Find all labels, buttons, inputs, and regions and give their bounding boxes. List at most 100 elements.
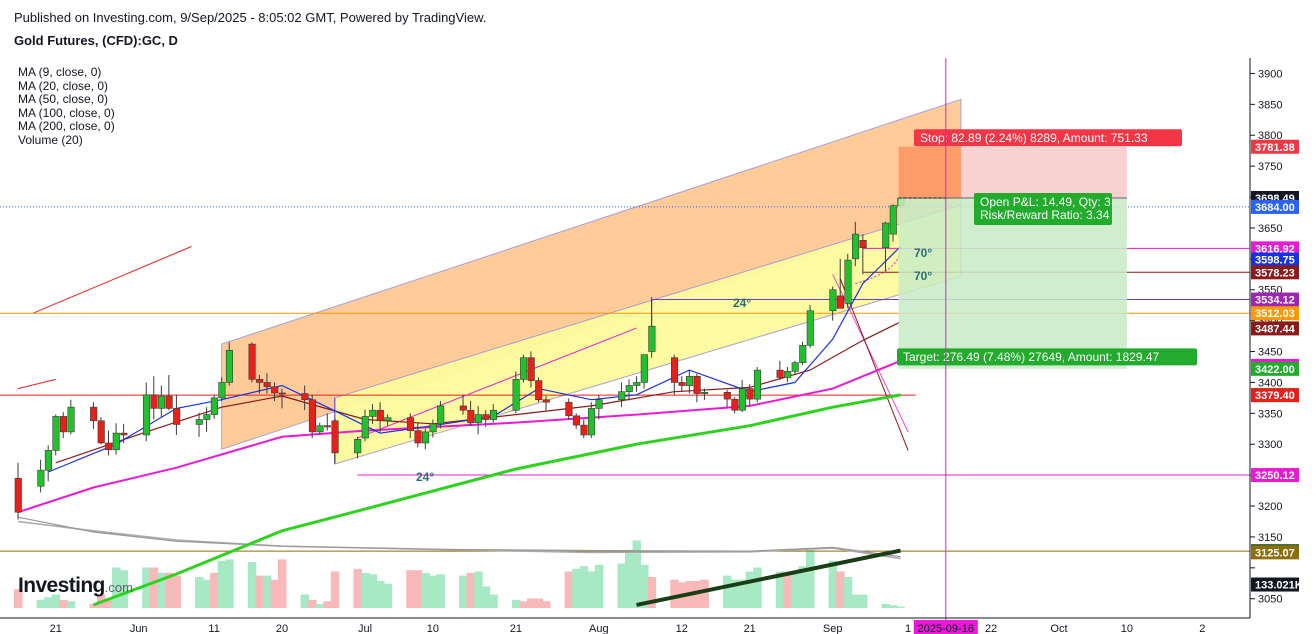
time-tick-label: 11 bbox=[208, 623, 219, 634]
time-tick-label: 2 bbox=[1199, 623, 1205, 634]
price-label: 3125.07 bbox=[1255, 547, 1295, 559]
ma100-line bbox=[17, 520, 901, 560]
volume-bar bbox=[149, 567, 159, 608]
time-tick-label: 21 bbox=[744, 623, 756, 634]
price-label-box bbox=[1251, 241, 1299, 256]
volume-bar bbox=[104, 598, 114, 608]
legend-volume[interactable]: Volume (20) bbox=[18, 132, 83, 147]
candle-body bbox=[361, 416, 369, 439]
volume-bar bbox=[806, 549, 815, 608]
candle-body bbox=[829, 289, 837, 312]
volume-bar bbox=[828, 560, 838, 608]
candle-body bbox=[150, 394, 158, 409]
trendline-red-short bbox=[17, 378, 56, 390]
pink-trendline bbox=[357, 327, 637, 439]
candle-body bbox=[37, 469, 45, 487]
time-tick-label: Aug bbox=[589, 623, 609, 634]
volume-bar bbox=[745, 571, 755, 608]
stop-label-box bbox=[914, 129, 1182, 147]
legend-ma20[interactable]: MA (20, close, 0) bbox=[18, 78, 109, 93]
volume-bar bbox=[730, 579, 740, 608]
volume-bar bbox=[564, 571, 574, 608]
price-label: 3379.40 bbox=[1255, 390, 1295, 402]
time-tick-label: 1 bbox=[905, 623, 911, 634]
candle-body bbox=[52, 416, 60, 451]
volume-bar bbox=[66, 601, 76, 608]
legend-ma9[interactable]: MA (9, close, 0) bbox=[18, 65, 102, 79]
volume-bar bbox=[489, 594, 498, 608]
candle-body bbox=[376, 409, 384, 422]
price-label: 133.021K bbox=[1255, 580, 1303, 592]
candle-body bbox=[331, 420, 339, 454]
price-tick-label: 3400 bbox=[1258, 377, 1282, 389]
candle-body bbox=[165, 395, 173, 409]
candle-body bbox=[14, 477, 22, 513]
candle-body bbox=[112, 432, 120, 451]
candle-body bbox=[520, 357, 528, 380]
candle-body bbox=[791, 362, 799, 372]
candle-body bbox=[836, 295, 845, 309]
candle-body bbox=[210, 397, 218, 415]
candle-body bbox=[482, 414, 490, 420]
time-axis[interactable]: 21 Jun 11 20 Jul 10 21 Aug 12 21 Sep 1 22 Oct 10 2 2025-… bbox=[0, 617, 1250, 634]
candle-body bbox=[882, 222, 890, 249]
legend-ma50[interactable]: MA (50, close, 0) bbox=[18, 92, 109, 107]
legend-ma200[interactable]: MA (200, close, 0) bbox=[18, 119, 115, 134]
volume-bar bbox=[59, 599, 68, 608]
volume-bar bbox=[383, 583, 393, 608]
price-label: 3487.44 bbox=[1255, 323, 1296, 335]
candle-body bbox=[225, 350, 234, 383]
price-tick-label: 3750 bbox=[1258, 161, 1282, 173]
angle-label: 24° bbox=[416, 470, 434, 484]
price-axis[interactable]: 3050315032003250330033503400345035003550… bbox=[1249, 58, 1303, 618]
volume-bar bbox=[142, 567, 151, 608]
candle-body bbox=[618, 391, 626, 401]
candle-body bbox=[784, 371, 792, 378]
legend-ma100[interactable]: MA (100, close, 0) bbox=[18, 105, 115, 120]
candle-body bbox=[256, 379, 264, 383]
candle-body bbox=[859, 240, 867, 249]
candle-body bbox=[723, 392, 731, 400]
price-label-box bbox=[1251, 321, 1299, 336]
volume-bar bbox=[172, 575, 181, 608]
volume-bar bbox=[89, 603, 98, 608]
price-label-box bbox=[1251, 577, 1299, 592]
volume-bar bbox=[368, 574, 378, 608]
volume-bar bbox=[723, 575, 732, 608]
volume-bar bbox=[640, 564, 649, 608]
volume-bar bbox=[738, 579, 747, 608]
volume-bar bbox=[195, 576, 204, 608]
volume-bar bbox=[308, 599, 317, 608]
volume-bar bbox=[858, 594, 868, 608]
volume-bar bbox=[255, 575, 264, 608]
price-tick-label: 3150 bbox=[1258, 532, 1282, 544]
trendline-red bbox=[32, 246, 192, 314]
stop-label: Stop: 82.89 (2.24%) 8289, Amount: 751.33 bbox=[920, 131, 1148, 145]
candle-body bbox=[572, 415, 580, 426]
candle-body bbox=[173, 408, 181, 425]
price-label: 3250.12 bbox=[1255, 470, 1295, 482]
time-tick-label: 22 bbox=[985, 623, 997, 634]
volume-bar bbox=[587, 571, 596, 608]
candle-body bbox=[142, 394, 151, 436]
volume-bar bbox=[670, 579, 679, 608]
target-zone bbox=[898, 197, 1127, 369]
price-label-box bbox=[1251, 468, 1299, 483]
angle-label: 24° bbox=[733, 296, 751, 310]
candle-body bbox=[437, 405, 445, 425]
candles-layer[interactable] bbox=[14, 197, 905, 520]
candle-body bbox=[580, 424, 588, 436]
candle-body bbox=[753, 369, 762, 400]
candle-body bbox=[776, 369, 784, 378]
candle-body bbox=[844, 259, 852, 304]
volume-bar bbox=[164, 572, 174, 608]
volume-bar bbox=[406, 570, 415, 608]
price-label: 3534.12 bbox=[1255, 295, 1295, 307]
volume-trend-line bbox=[636, 548, 901, 607]
symbol-title: Gold Futures, (CFD):GC, D bbox=[14, 33, 178, 48]
candle-body bbox=[316, 425, 324, 433]
price-label: 3781.38 bbox=[1255, 142, 1295, 154]
volume-bar bbox=[881, 603, 890, 608]
price-label-box bbox=[1251, 265, 1299, 280]
